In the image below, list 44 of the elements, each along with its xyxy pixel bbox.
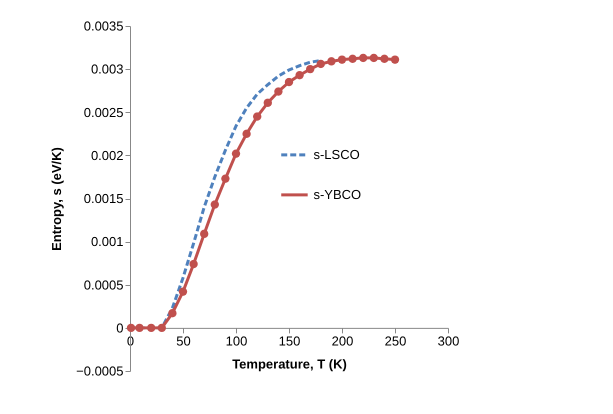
y-tick-label: 0.001 (90, 234, 124, 250)
x-tick-label: 200 (332, 333, 354, 348)
point (200, 230, 208, 238)
y-tick-label: 0.0035 (84, 18, 124, 34)
point (380, 54, 389, 63)
point (327, 57, 336, 66)
y-axis-title: Entropy, s (eV/K) (49, 147, 64, 251)
point (189, 260, 198, 268)
point (232, 149, 240, 158)
y-tick-label: 0.002 (90, 148, 124, 163)
legend-label: s-YBCO (313, 186, 362, 202)
point (221, 174, 230, 183)
y-tick-label: 0.0015 (84, 191, 124, 206)
point (168, 309, 177, 318)
point (338, 55, 346, 64)
x-tick-label: 250 (384, 333, 406, 348)
y-tick-label: −0.0005 (76, 364, 124, 378)
point (390, 55, 400, 64)
point (274, 87, 283, 96)
point (210, 200, 219, 209)
y-tick-label: 0.003 (90, 62, 124, 77)
x-axis-title: Temperature, T (K) (232, 356, 347, 372)
x-tick-label: 100 (226, 333, 248, 348)
point (284, 78, 294, 86)
x-tick-label: 150 (278, 333, 300, 348)
point (370, 54, 378, 62)
y-tick-label: 0 (116, 320, 124, 336)
point (306, 64, 314, 74)
y-tick-label: 0.0025 (84, 104, 124, 120)
point (253, 112, 262, 121)
point (348, 54, 357, 63)
point (264, 98, 272, 107)
point (359, 54, 368, 62)
point (147, 324, 156, 332)
point (316, 60, 325, 68)
point (242, 130, 251, 138)
point (158, 324, 166, 332)
x-tick-label: 50 (176, 333, 191, 348)
point (135, 324, 144, 332)
point (178, 287, 188, 296)
legend-label: s-LSCO (313, 146, 360, 162)
y-tick-label: 0.0005 (84, 277, 124, 292)
x-tick-label: 300 (438, 333, 460, 348)
point (295, 70, 304, 80)
